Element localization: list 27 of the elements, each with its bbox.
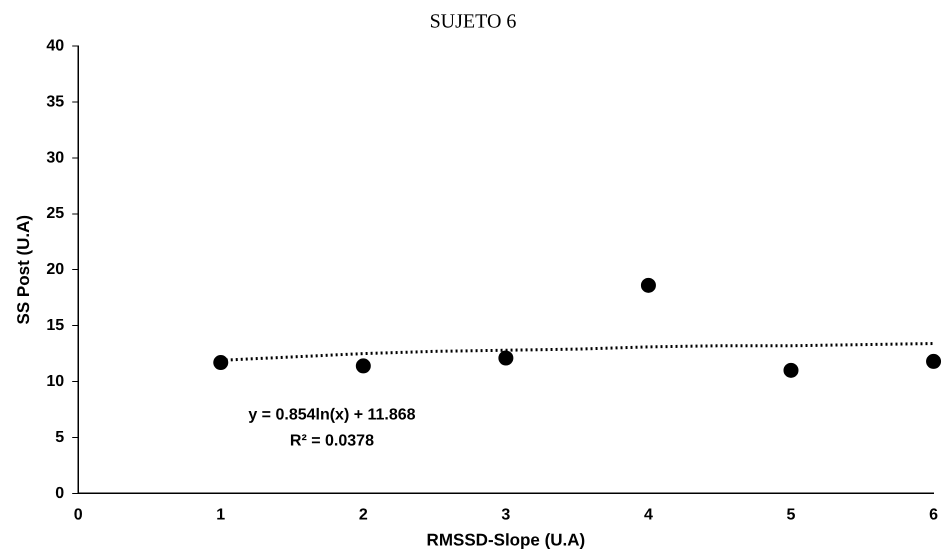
y-tick-label: 30 [46, 149, 64, 166]
y-tick-label: 10 [46, 372, 64, 390]
y-axis-title: SS Post (U.A) [14, 214, 33, 324]
x-tick-label: 5 [786, 506, 796, 524]
x-tick-label: 3 [501, 506, 510, 524]
y-tick-label: 40 [46, 37, 64, 54]
y-tick-label: 5 [55, 428, 64, 446]
x-tick-label: 1 [216, 506, 226, 524]
point [213, 355, 228, 370]
x-tick-label: 0 [74, 506, 83, 524]
point [498, 350, 514, 366]
y-tick-label: 25 [46, 205, 64, 222]
x-axis-title: RMSSD-Slope (U.A) [426, 530, 586, 550]
point [926, 354, 942, 369]
point [356, 358, 371, 374]
y-tick-label: 0 [55, 484, 64, 502]
y-tick-label: 35 [46, 93, 64, 110]
x-tick-label: 4 [644, 506, 653, 524]
x-tick-label: 6 [929, 506, 938, 524]
annotation: y = 0.854ln(x) + 11.868 [248, 406, 416, 424]
point [640, 278, 656, 293]
x-tick-label: 2 [358, 506, 368, 524]
y-tick-label: 15 [46, 317, 64, 334]
y-tick-label: 20 [46, 261, 64, 278]
chart-title: SUJETO 6 [430, 10, 516, 32]
point [783, 362, 798, 378]
annotation: R² = 0.0378 [290, 432, 374, 450]
